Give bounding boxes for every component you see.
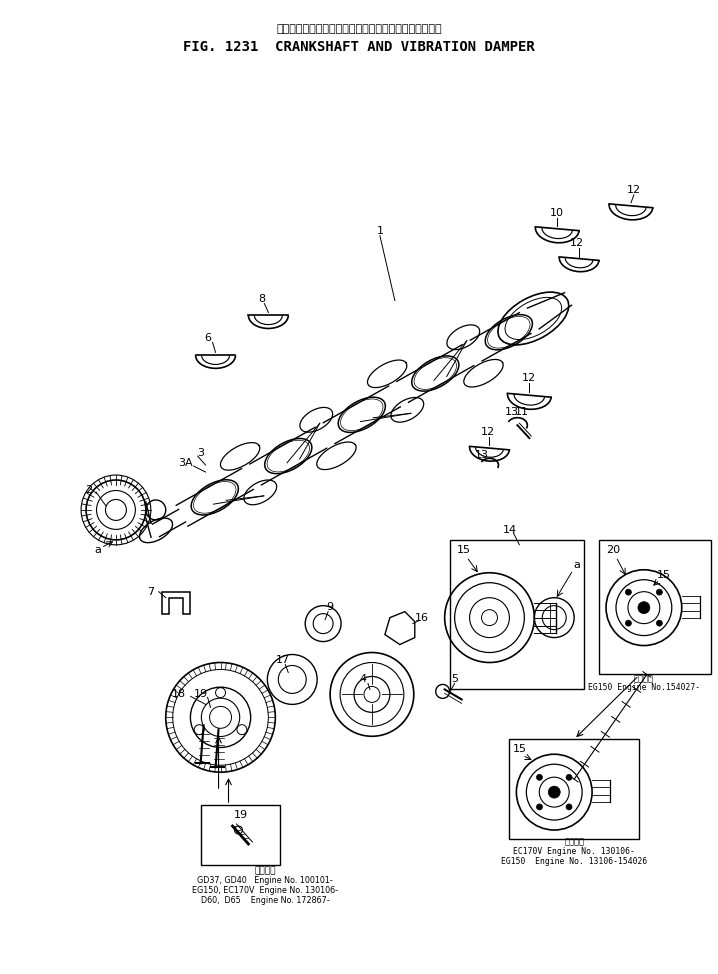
Text: 15: 15	[657, 570, 671, 580]
Text: 適用機種: 適用機種	[255, 867, 276, 876]
Text: 13: 13	[475, 450, 488, 460]
Text: 7: 7	[147, 586, 154, 597]
Text: クランクシャフト　および　バイブレーション　ダンパ: クランクシャフト および バイブレーション ダンパ	[276, 24, 442, 34]
Text: 13: 13	[505, 407, 518, 417]
Text: 19: 19	[233, 810, 248, 820]
Text: FIG. 1231  CRANKSHAFT AND VIBRATION DAMPER: FIG. 1231 CRANKSHAFT AND VIBRATION DAMPE…	[183, 40, 535, 55]
Text: 15: 15	[513, 744, 526, 754]
Text: a: a	[574, 560, 581, 570]
Text: 10: 10	[550, 207, 564, 218]
Circle shape	[625, 589, 631, 595]
Text: 6: 6	[204, 333, 211, 344]
Text: 9: 9	[327, 602, 334, 612]
Circle shape	[638, 602, 650, 614]
Text: 19: 19	[194, 690, 208, 699]
Text: 3: 3	[197, 448, 204, 458]
Circle shape	[566, 774, 572, 780]
Text: 5: 5	[451, 674, 458, 685]
Text: 11: 11	[514, 407, 528, 417]
Text: 12: 12	[480, 428, 495, 437]
Text: a: a	[95, 544, 101, 555]
Text: 15: 15	[457, 544, 470, 555]
Text: EG150 Engine No.154027-: EG150 Engine No.154027-	[588, 684, 700, 693]
Circle shape	[536, 804, 542, 810]
Text: 12: 12	[627, 185, 641, 195]
Text: 3A: 3A	[178, 458, 193, 468]
Text: 4: 4	[360, 674, 367, 685]
Text: 1: 1	[376, 226, 383, 236]
Text: 適用機種: 適用機種	[634, 674, 654, 684]
Bar	[509, 739, 639, 839]
Circle shape	[566, 804, 572, 810]
Text: EG150  Engine No. 13106-154026: EG150 Engine No. 13106-154026	[501, 857, 648, 866]
Text: 14: 14	[503, 525, 516, 535]
Text: 8: 8	[258, 293, 265, 304]
Text: D60,  D65    Engine No. 172867-: D60, D65 Engine No. 172867-	[201, 896, 330, 905]
Circle shape	[656, 589, 663, 595]
Circle shape	[625, 620, 631, 626]
Polygon shape	[220, 442, 260, 470]
Bar	[599, 540, 711, 674]
Polygon shape	[317, 442, 356, 469]
Text: EG150, EC170V  Engine No. 130106-: EG150, EC170V Engine No. 130106-	[192, 886, 338, 895]
Polygon shape	[464, 359, 503, 387]
Bar	[449, 540, 584, 690]
Text: 2: 2	[85, 485, 93, 495]
Text: 12: 12	[522, 373, 536, 384]
Text: 16: 16	[415, 613, 429, 622]
Text: 12: 12	[570, 238, 584, 247]
Bar	[200, 805, 280, 865]
Polygon shape	[368, 360, 407, 388]
Text: EC170V Engine No. 130106-: EC170V Engine No. 130106-	[513, 847, 635, 856]
Circle shape	[549, 786, 560, 798]
Text: 18: 18	[172, 690, 186, 699]
Text: GD37, GD40   Engine No. 100101-: GD37, GD40 Engine No. 100101-	[197, 877, 333, 885]
Text: 適用機種: 適用機種	[564, 837, 584, 846]
Circle shape	[656, 620, 663, 626]
Text: 17: 17	[276, 655, 290, 664]
Circle shape	[536, 774, 542, 780]
Text: 20: 20	[606, 544, 620, 555]
